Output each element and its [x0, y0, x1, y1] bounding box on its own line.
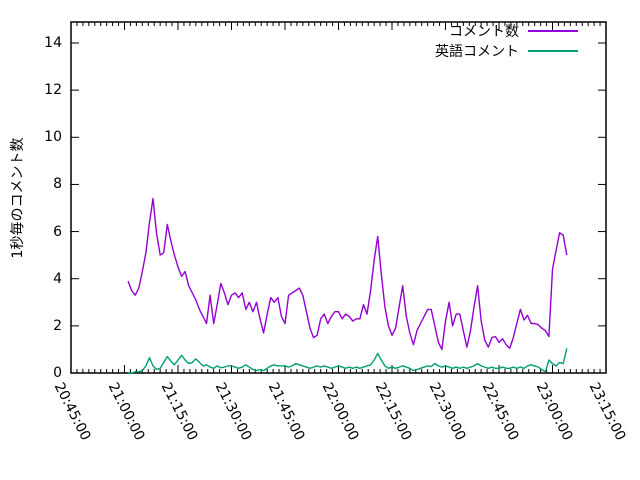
y-tick-label: 12: [44, 82, 62, 99]
plot-border: [70, 21, 607, 374]
legend: コメント数 英語コメント: [430, 21, 578, 61]
y-tick-label: 2: [53, 317, 62, 334]
legend-line-sample-english: [528, 50, 578, 52]
y-axis-title: 1秒毎のコメント数: [10, 137, 26, 259]
y-tick-label: 4: [53, 270, 62, 287]
y-tick-label: 6: [53, 223, 62, 240]
series-comments-line: [127, 197, 568, 351]
legend-row-comments: コメント数: [430, 21, 578, 41]
series-english-line: [128, 348, 568, 374]
y-tick-label: 0: [53, 365, 62, 381]
legend-label-comments: コメント数: [449, 24, 519, 40]
legend-label-english: 英語コメント: [435, 44, 519, 60]
legend-line-sample-comments: [528, 30, 578, 32]
legend-row-english: 英語コメント: [430, 41, 578, 61]
y-tick-label: 10: [44, 129, 62, 146]
y-tick-label: 14: [44, 35, 62, 51]
y-tick-label: 8: [53, 176, 62, 193]
